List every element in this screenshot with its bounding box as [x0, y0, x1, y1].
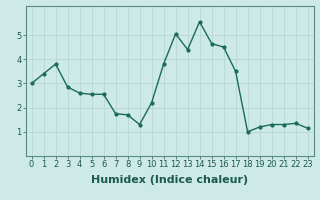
X-axis label: Humidex (Indice chaleur): Humidex (Indice chaleur): [91, 175, 248, 185]
